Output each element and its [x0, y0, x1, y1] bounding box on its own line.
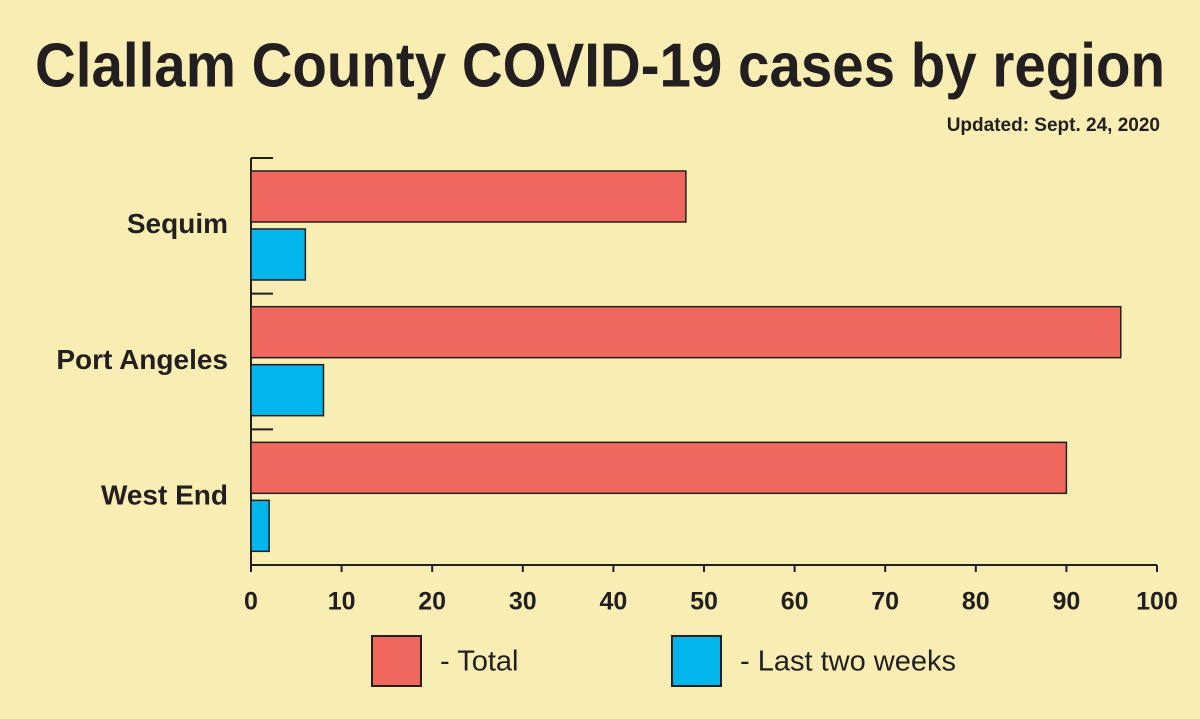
bar	[250, 441, 1068, 495]
y-tick-label: Port Angeles	[56, 344, 228, 375]
x-tick-label: 0	[244, 588, 258, 616]
legend-swatch	[671, 635, 722, 687]
chart-title: Clallam County COVID-19 cases by region	[35, 31, 1165, 100]
x-tick-label: 40	[599, 588, 627, 616]
y-tick-label: West End	[101, 480, 228, 511]
bar	[250, 305, 1122, 359]
x-tick-label: 90	[1052, 588, 1080, 616]
y-tick-label: Sequim	[127, 208, 228, 239]
x-tick-label: 80	[962, 588, 990, 616]
x-tick-label: 100	[1136, 588, 1178, 616]
x-tick-label: 50	[690, 588, 718, 616]
bar	[250, 228, 307, 281]
x-tick-label: 20	[418, 588, 446, 616]
x-tick-label: 30	[509, 588, 537, 616]
x-tick-label: 60	[781, 588, 809, 616]
chart-subtitle: Updated: Sept. 24, 2020	[947, 115, 1160, 136]
legend-label: - Total	[440, 646, 518, 678]
bar	[250, 499, 270, 553]
bar	[250, 363, 325, 417]
legend-label: - Last two weeks	[740, 646, 956, 678]
bar	[250, 170, 687, 223]
x-tick-label: 70	[871, 588, 899, 616]
legend-swatch	[371, 635, 422, 687]
x-tick-label: 10	[328, 588, 356, 616]
